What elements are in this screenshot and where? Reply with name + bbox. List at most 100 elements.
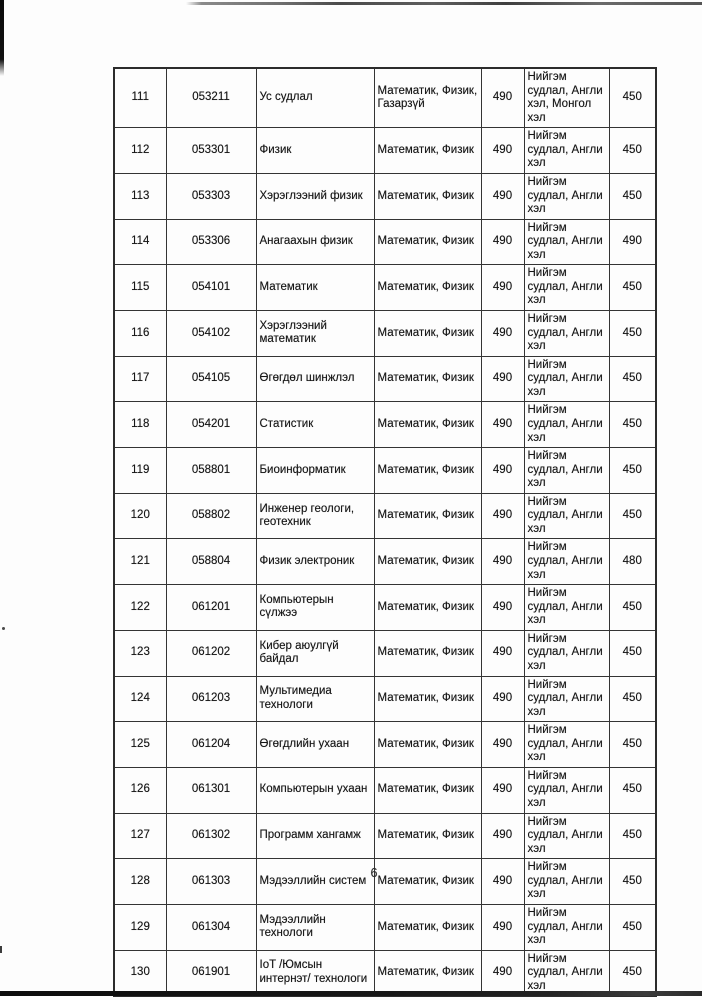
cell-primary-score: 490 bbox=[480, 127, 525, 174]
cell-primary-subjects: Математик, Физик bbox=[373, 812, 482, 860]
cell-primary-score: 490 bbox=[480, 538, 525, 586]
cell-program-code: 061301 bbox=[165, 766, 257, 814]
table-row: 112 053301 Физик Математик, Физик 490 Ни… bbox=[113, 127, 657, 174]
scan-artifact-left-bar bbox=[0, 0, 4, 76]
page-number: 6 bbox=[370, 866, 378, 880]
cell-primary-score: 490 bbox=[480, 401, 525, 449]
cell-secondary-score: 450 bbox=[608, 584, 657, 631]
cell-primary-score: 490 bbox=[480, 721, 525, 768]
cell-program-code: 058802 bbox=[165, 492, 257, 540]
admission-table-body: 111 053211 Ус судлал Математик, Физик, Г… bbox=[113, 67, 657, 997]
cell-row-number: 117 bbox=[113, 355, 167, 403]
cell-row-number: 121 bbox=[113, 538, 167, 586]
cell-secondary-subjects: Нийгэм судлал, Англи хэл bbox=[523, 584, 610, 631]
cell-program-name: Анагаахын физик bbox=[255, 218, 375, 266]
cell-primary-subjects: Математик, Физик bbox=[373, 127, 482, 174]
table-row: 121 058804 Физик электроник Математик, Ф… bbox=[113, 538, 657, 586]
cell-program-name: Физик bbox=[255, 127, 375, 174]
cell-primary-subjects: Математик, Физик bbox=[373, 675, 482, 723]
cell-program-code: 058801 bbox=[165, 447, 257, 494]
cell-row-number: 127 bbox=[113, 812, 167, 860]
cell-primary-subjects: Математик, Физик, Газарзүй bbox=[373, 67, 482, 129]
cell-program-code: 054201 bbox=[165, 401, 257, 449]
cell-secondary-score: 450 bbox=[608, 355, 657, 403]
cell-primary-score: 490 bbox=[480, 903, 525, 951]
table-row: 125 061204 Өгөгдлийн ухаан Математик, Фи… bbox=[113, 721, 657, 768]
cell-program-name: Физик электроник bbox=[255, 538, 375, 586]
cell-program-code: 053303 bbox=[165, 172, 257, 220]
cell-row-number: 113 bbox=[113, 172, 167, 220]
table-row: 114 053306 Анагаахын физик Математик, Фи… bbox=[113, 218, 657, 266]
cell-primary-subjects: Математик, Физик bbox=[373, 492, 482, 540]
cell-primary-score: 490 bbox=[480, 812, 525, 860]
cell-row-number: 122 bbox=[113, 584, 167, 631]
cell-primary-subjects: Математик, Физик bbox=[373, 584, 482, 631]
cell-primary-score: 490 bbox=[480, 584, 525, 631]
cell-primary-subjects: Математик, Физик bbox=[373, 766, 482, 814]
scan-artifact-bottom-line bbox=[0, 991, 702, 996]
cell-secondary-subjects: Нийгэм судлал, Англи хэл bbox=[523, 629, 610, 677]
cell-primary-score: 490 bbox=[480, 67, 525, 129]
cell-secondary-subjects: Нийгэм судлал, Англи хэл bbox=[523, 310, 610, 357]
cell-row-number: 130 bbox=[113, 949, 167, 997]
cell-program-name: Өгөгдлийн ухаан bbox=[255, 721, 375, 768]
cell-row-number: 114 bbox=[113, 218, 167, 266]
cell-primary-score: 490 bbox=[480, 218, 525, 266]
cell-secondary-score: 450 bbox=[608, 858, 657, 905]
cell-secondary-score: 450 bbox=[608, 492, 657, 540]
cell-program-code: 061304 bbox=[165, 903, 257, 951]
cell-program-name: Статистик bbox=[255, 401, 375, 449]
cell-secondary-score: 450 bbox=[608, 127, 657, 174]
cell-primary-score: 490 bbox=[480, 172, 525, 220]
cell-primary-score: 490 bbox=[480, 264, 525, 311]
cell-primary-subjects: Математик, Физик bbox=[373, 310, 482, 357]
cell-program-code: 061302 bbox=[165, 812, 257, 860]
cell-secondary-score: 450 bbox=[608, 172, 657, 220]
cell-program-code: 061204 bbox=[165, 721, 257, 768]
scan-artifact-tick bbox=[0, 946, 2, 953]
cell-row-number: 128 bbox=[113, 858, 167, 905]
cell-primary-subjects: Математик, Физик bbox=[373, 858, 482, 905]
cell-program-name: Программ хангамж bbox=[255, 812, 375, 860]
cell-row-number: 119 bbox=[113, 447, 167, 494]
table-row: 126 061301 Компьютерын ухаан Математик, … bbox=[113, 766, 657, 814]
cell-primary-subjects: Математик, Физик bbox=[373, 355, 482, 403]
cell-row-number: 118 bbox=[113, 401, 167, 449]
cell-secondary-score: 490 bbox=[608, 218, 657, 266]
admission-score-table: 111 053211 Ус судлал Математик, Физик, Г… bbox=[113, 67, 657, 998]
cell-program-name: Компьютерын сүлжээ bbox=[255, 584, 375, 631]
cell-primary-subjects: Математик, Физик bbox=[373, 721, 482, 768]
table-row: 127 061302 Программ хангамж Математик, Ф… bbox=[113, 812, 657, 860]
scan-artifact-top-line bbox=[186, 2, 702, 5]
cell-secondary-score: 450 bbox=[608, 67, 657, 129]
table-row: 122 061201 Компьютерын сүлжээ Математик,… bbox=[113, 584, 657, 631]
cell-secondary-subjects: Нийгэм судлал, Англи хэл bbox=[523, 127, 610, 174]
cell-secondary-subjects: Нийгэм судлал, Англи хэл bbox=[523, 721, 610, 768]
cell-program-code: 053306 bbox=[165, 218, 257, 266]
cell-program-name: Компьютерын ухаан bbox=[255, 766, 375, 814]
cell-primary-score: 490 bbox=[480, 355, 525, 403]
table-row: 111 053211 Ус судлал Математик, Физик, Г… bbox=[113, 67, 657, 129]
cell-secondary-subjects: Нийгэм судлал, Англи хэл bbox=[523, 492, 610, 540]
table-row: 118 054201 Статистик Математик, Физик 49… bbox=[113, 401, 657, 449]
cell-row-number: 120 bbox=[113, 492, 167, 540]
cell-secondary-score: 450 bbox=[608, 949, 657, 997]
cell-row-number: 125 bbox=[113, 721, 167, 768]
cell-secondary-subjects: Нийгэм судлал, Англи хэл bbox=[523, 903, 610, 951]
cell-secondary-score: 450 bbox=[608, 812, 657, 860]
cell-secondary-score: 450 bbox=[608, 310, 657, 357]
table-row: 113 053303 Хэрэглээний физик Математик, … bbox=[113, 172, 657, 220]
cell-primary-score: 490 bbox=[480, 949, 525, 997]
cell-program-code: 054101 bbox=[165, 264, 257, 311]
table-row: 129 061304 Мэдээллийн технологи Математи… bbox=[113, 903, 657, 951]
cell-secondary-subjects: Нийгэм судлал, Англи хэл bbox=[523, 355, 610, 403]
cell-program-name: Мультимедиа технологи bbox=[255, 675, 375, 723]
scan-artifact-dot bbox=[2, 627, 5, 630]
cell-row-number: 124 bbox=[113, 675, 167, 723]
cell-primary-score: 490 bbox=[480, 858, 525, 905]
cell-row-number: 123 bbox=[113, 629, 167, 677]
cell-program-name: Инженер геологи, геотехник bbox=[255, 492, 375, 540]
cell-row-number: 116 bbox=[113, 310, 167, 357]
cell-secondary-subjects: Нийгэм судлал, Англи хэл, Монгол хэл bbox=[523, 67, 610, 129]
